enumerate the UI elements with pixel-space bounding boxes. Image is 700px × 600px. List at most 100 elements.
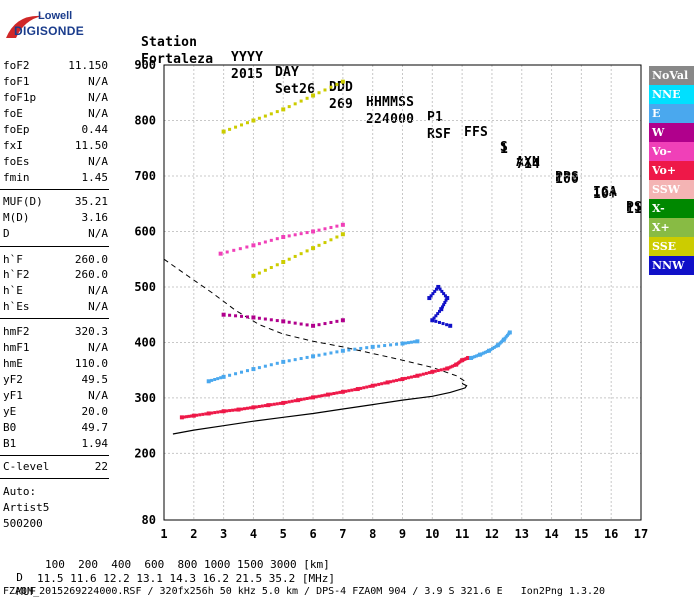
echo-point — [204, 412, 208, 416]
echo-point — [335, 224, 339, 228]
param-name: h`F — [3, 253, 23, 266]
param-name: foEp — [3, 123, 30, 136]
param-row: yF2 49.5 — [3, 373, 108, 389]
echo-point — [281, 319, 286, 324]
echo-point — [251, 118, 256, 123]
echo-point — [317, 228, 321, 232]
param-row: B1 1.94 — [3, 437, 108, 453]
param-name: foF2 — [3, 59, 30, 72]
ddd-value: 269 — [329, 97, 354, 112]
echo-point — [191, 413, 196, 418]
echo-point — [210, 411, 214, 415]
echo-point — [234, 314, 238, 318]
echo-point — [284, 400, 288, 404]
echo-point — [287, 359, 291, 363]
legend-item-e: E — [649, 104, 694, 123]
param-name: B1 — [3, 437, 17, 450]
echo-point — [185, 415, 189, 419]
echo-point — [302, 397, 306, 401]
echo-point — [347, 389, 351, 393]
echo-point — [424, 371, 428, 375]
echo-point — [269, 318, 273, 322]
echo-point — [305, 231, 309, 235]
param-value: N/A — [88, 75, 108, 88]
echo-point — [179, 415, 184, 420]
param-value: N/A — [88, 155, 108, 168]
echo-point — [219, 410, 223, 414]
echo-point — [403, 376, 407, 380]
param-value: N/A — [88, 341, 108, 354]
echo-point — [353, 347, 357, 351]
param-value: N/A — [88, 284, 108, 297]
param-name: M(D) — [3, 211, 30, 224]
echo-point — [308, 396, 312, 400]
param-name: foEs — [3, 155, 30, 168]
echo-point — [201, 412, 205, 416]
x-tick-label: 17 — [634, 527, 648, 541]
echo-point — [433, 369, 437, 373]
echo-point — [248, 406, 252, 410]
x-tick-label: 5 — [280, 527, 287, 541]
param-value: 1.45 — [81, 171, 109, 184]
echo-point — [260, 404, 264, 408]
echo-point — [293, 102, 297, 106]
echo-point — [272, 402, 276, 406]
legend-item-noval: NoVal — [649, 66, 694, 85]
param-name: MUF(D) — [3, 195, 43, 208]
echo-point — [359, 386, 363, 390]
echo-point — [430, 369, 435, 374]
echo-point — [489, 348, 493, 352]
echo-point — [329, 320, 333, 324]
echo-point — [473, 355, 477, 359]
echo-point — [311, 354, 316, 359]
param-name: yE — [3, 405, 17, 418]
param-row: h`F2 260.0 — [3, 268, 108, 284]
echo-point — [383, 344, 387, 348]
auto-text: 500200 — [3, 517, 43, 530]
legend-item-vo-plus: Vo+ — [649, 161, 694, 180]
x-tick-label: 16 — [604, 527, 618, 541]
divider — [0, 455, 109, 456]
param-name: foE — [3, 107, 23, 120]
echo-point — [350, 388, 354, 392]
echo-point — [287, 320, 291, 324]
echo-point — [432, 316, 436, 320]
echo-point — [287, 234, 291, 238]
echo-point — [400, 341, 405, 346]
echo-point — [434, 314, 438, 318]
logo-line2: DIGISONDE — [14, 24, 85, 38]
echo-point — [385, 380, 390, 385]
x-tick-label: 11 — [455, 527, 469, 541]
echo-point — [442, 303, 446, 307]
param-row: M(D) 3.16 — [3, 211, 108, 227]
echo-point — [317, 91, 321, 95]
echo-point — [206, 379, 211, 384]
echo-point — [353, 388, 357, 392]
echo-point — [507, 330, 512, 335]
param-name: foF1 — [3, 75, 30, 88]
echo-point — [275, 402, 279, 406]
param-row: fmin 1.45 — [3, 171, 108, 187]
echo-point — [323, 241, 327, 245]
echo-point — [406, 341, 410, 345]
echo-point — [359, 346, 363, 350]
echo-point — [340, 232, 345, 237]
echo-point — [299, 232, 303, 236]
echo-point — [436, 284, 441, 289]
echo-point — [245, 369, 249, 373]
echo-point — [469, 355, 474, 360]
param-value: 0.44 — [81, 123, 109, 136]
echo-point — [281, 235, 286, 240]
echo-point — [234, 408, 238, 412]
echo-point — [368, 384, 372, 388]
auto-label: Auto: — [3, 485, 108, 501]
echo-point — [221, 409, 226, 414]
echo-point — [434, 319, 438, 323]
echo-point — [240, 370, 244, 374]
param-name: fmin — [3, 171, 30, 184]
y-tick-label: 600 — [134, 224, 156, 238]
x-tick-label: 6 — [309, 527, 316, 541]
echo-point — [219, 376, 223, 380]
param-value: 35.21 — [74, 195, 108, 208]
echo-point — [275, 237, 279, 241]
